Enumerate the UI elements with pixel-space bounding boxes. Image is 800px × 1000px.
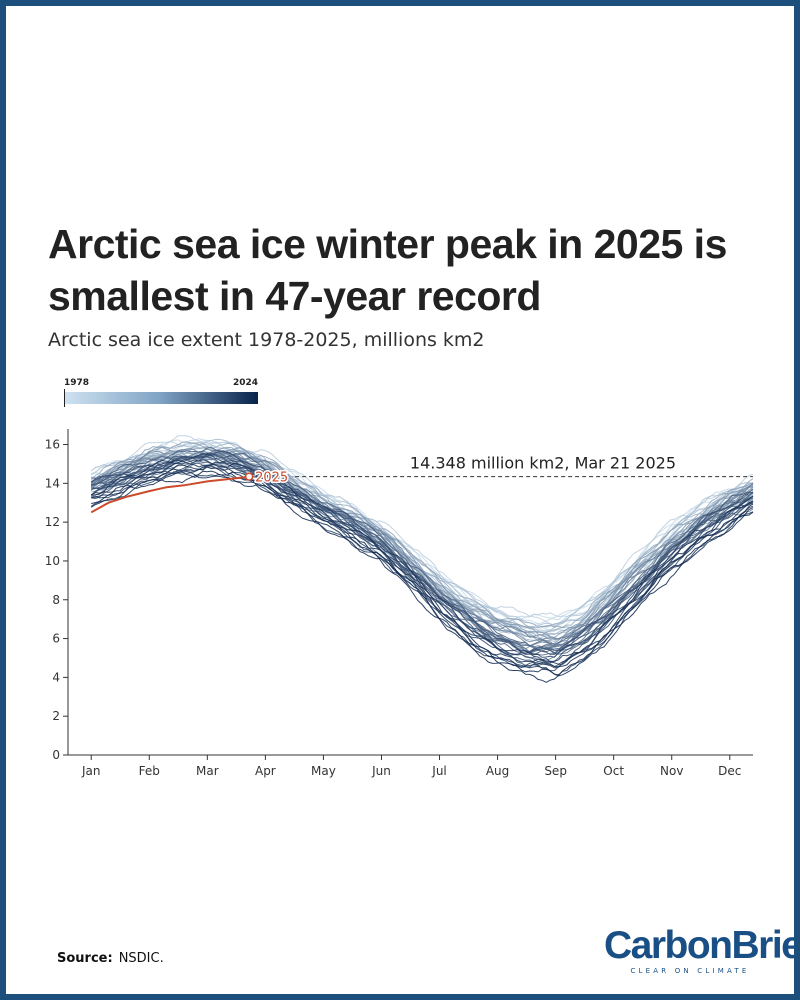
logo-tagline: CLEAR ON CLIMATE	[630, 967, 750, 975]
year-line	[90, 438, 754, 629]
y-tick-label: 10	[45, 554, 60, 568]
year-color-legend: 1978 2024	[64, 378, 264, 410]
year-line	[91, 435, 754, 618]
year-line	[91, 456, 754, 664]
year-line	[91, 459, 754, 663]
legend-tick	[64, 389, 65, 407]
year-line	[90, 458, 754, 656]
y-tick-label: 8	[52, 593, 60, 607]
x-tick-label: Jun	[371, 764, 391, 778]
peak-annotation: 14.348 million km2, Mar 21 2025	[410, 454, 676, 473]
year-line	[90, 448, 754, 645]
year-line	[91, 470, 754, 683]
x-tick-label: Sep	[544, 764, 567, 778]
x-tick-label: Dec	[718, 764, 741, 778]
legend-start-year: 1978	[64, 378, 90, 388]
x-tick-label: Nov	[660, 764, 683, 778]
series-2025-line	[90, 475, 250, 514]
peak-marker	[244, 472, 254, 481]
y-tick-label: 2	[52, 709, 60, 723]
year-line	[90, 471, 754, 676]
chart-title: Arctic sea ice winter peak in 2025 is sm…	[48, 221, 727, 319]
x-tick-label: Jan	[81, 764, 101, 778]
x-tick-label: Oct	[603, 764, 624, 778]
legend-gradient-bar	[64, 392, 258, 404]
logo-name: CarbonBrief	[604, 924, 794, 967]
year-line	[91, 452, 754, 656]
y-tick-label: 14	[45, 476, 60, 490]
carbonbrief-logo: CarbonBrief CLEAR ON CLIMATE	[604, 924, 794, 976]
x-tick-label: Feb	[139, 764, 160, 778]
year-line	[90, 441, 754, 629]
y-tick-label: 4	[52, 670, 60, 684]
source-text: NSDIC.	[118, 951, 164, 966]
x-tick-label: Jul	[431, 764, 446, 778]
source-label: Source:	[57, 951, 113, 966]
year-line	[91, 464, 754, 668]
sea-ice-chart: 0 2 4 6 8 10 12 14 16 Jan Feb Mar Apr May Jun Jul Aug Sep…	[45, 429, 754, 778]
x-tick-label: Mar	[196, 764, 219, 778]
chart-card: Arctic sea ice winter peak in 2025 is sm…	[6, 6, 794, 994]
legend-end-year: 2024	[232, 378, 258, 388]
source-note: Source: NSDIC.	[57, 951, 164, 966]
y-tick-label: 16	[45, 438, 60, 452]
x-tick-label: Aug	[486, 764, 509, 778]
year-line	[90, 460, 754, 665]
y-tick-label: 12	[45, 515, 60, 529]
y-tick-label: 6	[52, 632, 60, 646]
year-line	[90, 448, 754, 640]
x-tick-label: Apr	[255, 764, 276, 778]
series-2025-label: 2025	[255, 471, 288, 486]
y-tick-label: 0	[52, 748, 60, 762]
year-line	[90, 448, 754, 640]
x-tick-label: May	[311, 764, 336, 778]
year-line	[91, 446, 754, 647]
chart-subtitle: Arctic sea ice extent 1978-2025, million…	[48, 329, 485, 351]
year-line	[90, 470, 754, 677]
